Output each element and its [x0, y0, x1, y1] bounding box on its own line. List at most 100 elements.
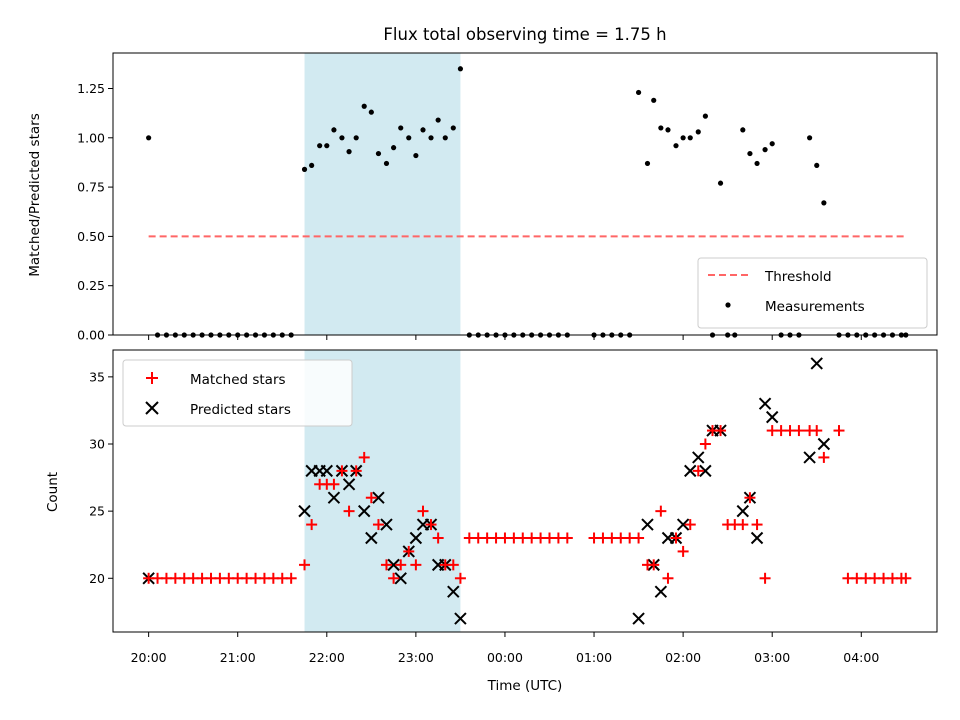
- measurement-point: [807, 135, 813, 141]
- bottom-x-axis-label: Time (UTC): [487, 678, 563, 694]
- bottom-y-tick-label: 25: [89, 504, 105, 519]
- matched-star-point: [744, 492, 756, 504]
- measurement-point: [368, 109, 374, 115]
- matched-star-point: [447, 559, 459, 571]
- predicted-star-point: [654, 585, 668, 598]
- measurement-point: [428, 135, 434, 141]
- matched-star-point: [655, 505, 667, 517]
- matched-star-point: [900, 572, 912, 584]
- measurement-point: [651, 97, 657, 103]
- predicted-star-point: [372, 491, 385, 504]
- matched-star-point: [336, 465, 348, 477]
- matched-star-point: [833, 425, 845, 437]
- matched-star-point: [410, 559, 422, 571]
- x-tick-label: 03:00: [754, 650, 790, 665]
- predicted-star-point: [736, 504, 750, 518]
- matched-star-point: [417, 505, 429, 517]
- bottom-y-axis-label: Count: [45, 472, 61, 512]
- measurement-point: [740, 127, 746, 133]
- top-y-tick-label: 1.25: [77, 81, 105, 96]
- top-y-tick-label: 1.00: [77, 130, 105, 145]
- matched-star-point: [454, 572, 466, 584]
- measurement-point: [450, 125, 456, 131]
- measurement-point: [762, 147, 768, 153]
- matched-star-point: [699, 438, 711, 450]
- measurement-point: [821, 200, 827, 206]
- measurement-point: [375, 150, 382, 157]
- legend-predicted-swatch: [145, 401, 159, 415]
- matched-star-point: [328, 478, 340, 490]
- bottom-axes-frame: [112, 349, 938, 633]
- x-tick-label: 20:00: [131, 650, 167, 665]
- matched-star-point: [299, 559, 311, 571]
- matched-stars-series: [143, 425, 912, 584]
- measurement-point: [665, 127, 671, 133]
- measurement-point: [754, 160, 760, 167]
- x-tick-label: 21:00: [220, 650, 256, 665]
- matched-star-point: [285, 572, 297, 584]
- measurement-point: [442, 135, 448, 141]
- matched-star-point: [561, 532, 573, 544]
- top-chart-title: Flux total observing time = 1.75 h: [383, 25, 666, 44]
- x-tick-label: 02:00: [665, 650, 701, 665]
- measurement-point: [398, 125, 404, 131]
- predicted-star-point: [641, 518, 654, 531]
- matched-star-point: [759, 572, 771, 584]
- matched-star-point: [648, 559, 660, 571]
- x-tick-label: 00:00: [487, 650, 523, 665]
- measurement-point: [353, 135, 359, 141]
- legend-matched-label: Matched stars: [190, 372, 286, 388]
- legend-measurements-swatch: [725, 302, 731, 308]
- matched-star-point: [818, 451, 830, 463]
- measurement-point: [413, 152, 419, 159]
- matched-star-point: [692, 465, 704, 477]
- measurement-point: [673, 143, 679, 149]
- matched-star-point: [684, 519, 696, 531]
- predicted-star-point: [758, 397, 772, 410]
- predicted-star-point: [676, 518, 690, 531]
- measurement-point: [301, 166, 308, 172]
- measurement-point: [702, 113, 708, 119]
- measurement-point: [457, 66, 464, 72]
- bottom-y-tick-label: 30: [89, 437, 105, 452]
- measurement-point: [644, 160, 651, 167]
- measurement-point: [769, 141, 775, 147]
- matched-star-point: [372, 519, 384, 531]
- matched-star-point: [380, 559, 392, 571]
- measurement-point: [406, 135, 412, 141]
- matched-star-point: [793, 425, 805, 437]
- top-axes-frame: [112, 52, 938, 336]
- x-tick-label: 04:00: [843, 650, 879, 665]
- top-legend-box: [697, 257, 928, 329]
- measurement-point: [658, 125, 664, 131]
- measurement-point: [695, 129, 701, 135]
- top-legend: Threshold Measurements: [697, 257, 928, 329]
- matched-star-point: [715, 425, 727, 437]
- legend-measurements-label: Measurements: [765, 299, 865, 315]
- predicted-star-point: [684, 464, 697, 478]
- measurement-point: [747, 150, 753, 157]
- predicted-star-point: [387, 558, 400, 572]
- matched-star-point: [670, 532, 682, 544]
- measurement-point: [317, 143, 323, 149]
- predicted-star-point: [699, 464, 712, 478]
- top-x-ticks: [148, 335, 862, 340]
- predicted-star-point: [447, 585, 460, 598]
- matched-star-point: [662, 572, 674, 584]
- measurement-point: [331, 127, 337, 133]
- legend-predicted-label: Predicted stars: [190, 402, 291, 418]
- legend-threshold-label: Threshold: [764, 269, 832, 285]
- predicted-star-point: [803, 451, 816, 464]
- measurement-point: [420, 127, 426, 133]
- bottom-x-ticks: 20:00 21:00 22:00 23:00 00:00 01:00 02:00 03:00…: [131, 632, 879, 665]
- measurement-point: [146, 135, 152, 141]
- matched-star-point: [432, 532, 444, 544]
- predicted-star-point: [810, 357, 823, 370]
- matched-star-point: [388, 572, 400, 584]
- measurement-point: [361, 103, 367, 109]
- matched-star-point: [306, 519, 318, 531]
- matched-star-point: [677, 545, 689, 557]
- measurement-point: [309, 162, 315, 169]
- x-tick-label: 22:00: [309, 650, 345, 665]
